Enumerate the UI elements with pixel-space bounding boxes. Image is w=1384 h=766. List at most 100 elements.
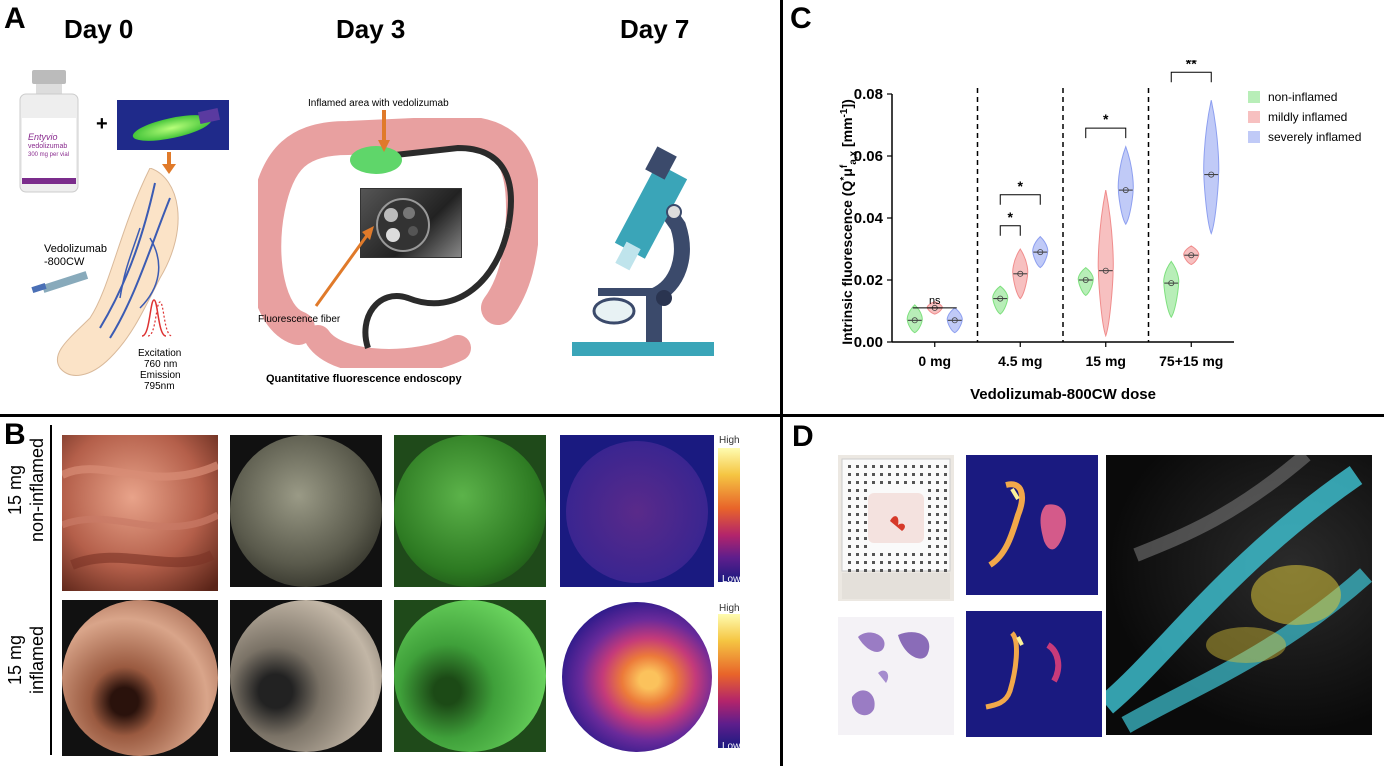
- excitation-line-3: Emission: [140, 370, 181, 381]
- violin-2-3: [1203, 100, 1220, 235]
- y-axis-label: Intrinsic fluorescence (Q*μfa,x [mm-1]): [839, 99, 859, 345]
- tissue-cassette-photo: [838, 455, 954, 601]
- x-tick-label: 0 mg: [918, 353, 951, 369]
- fluorescence-fiber-label: Fluorescence fiber: [258, 314, 341, 325]
- inflamed-area-label: Inflamed area with vedolizumab: [308, 98, 449, 109]
- legend-label: severely inflamed: [1268, 130, 1361, 144]
- vial-brand-text: Entyvio: [28, 132, 58, 142]
- y-tick-label: 0.08: [854, 86, 883, 103]
- significance-label: ns: [929, 295, 941, 307]
- violin-0-2: [1077, 266, 1094, 297]
- colorbar-1: [718, 448, 740, 582]
- vial-drug-text: vedolizumab: [28, 143, 68, 150]
- violin-2-2: [1117, 145, 1134, 226]
- white-light-noninflamed-photo: [62, 435, 218, 591]
- panel-b-side-divider: [50, 425, 52, 755]
- excitation-line-4: 795nm: [144, 381, 175, 392]
- legend-swatch: [1248, 131, 1260, 143]
- significance-label: *: [1008, 209, 1014, 225]
- legend-swatch: [1248, 111, 1260, 123]
- down-arrow-icon: [162, 152, 176, 174]
- legend-swatch: [1248, 91, 1260, 103]
- colorbar-2-high: High: [719, 603, 740, 614]
- colorbar-1-high: High: [719, 435, 740, 446]
- violin-0-1: [992, 285, 1009, 315]
- legend-label: non-inflamed: [1268, 90, 1337, 104]
- significance-bar: [1170, 71, 1212, 83]
- microscope-illustration: [572, 146, 714, 356]
- data-point: [1082, 276, 1089, 283]
- multiplex-immunofluorescence-image: [1106, 455, 1372, 735]
- vedolizumab-label-2: -800CW: [44, 256, 85, 268]
- significance-bar: [999, 225, 1021, 236]
- drug-vial-image: Entyvio vedolizumab 300 mg per vial: [14, 70, 84, 195]
- y-tick-label: 0.06: [854, 148, 883, 165]
- quant-endoscopy-title: Quantitative fluorescence endoscopy: [266, 373, 462, 385]
- excitation-line-2: 760 nm: [144, 359, 178, 370]
- day-0-label: Day 0: [64, 14, 134, 44]
- day-3-label: Day 3: [336, 14, 406, 44]
- panel-a-letter: A: [4, 2, 26, 35]
- vial-dose-text: 300 mg per vial: [28, 152, 70, 158]
- day-7-label: Day 7: [620, 14, 690, 44]
- fluorescence-scan-2: [966, 611, 1102, 737]
- data-point: [1017, 270, 1024, 277]
- grayscale-noninflamed-photo: [230, 435, 382, 587]
- violin-1-2: [1097, 190, 1114, 338]
- y-tick-label: 0.02: [854, 272, 883, 289]
- x-tick-label: 15 mg: [1086, 353, 1126, 369]
- x-tick-label: 4.5 mg: [998, 353, 1042, 369]
- orange-arrow-down-icon: [378, 110, 390, 152]
- data-point: [1102, 267, 1109, 274]
- excitation-line-1: Excitation: [138, 348, 182, 359]
- data-point: [1037, 249, 1044, 256]
- spectrum-peaks-icon: [141, 299, 173, 337]
- x-axis-label: Vedolizumab-800CW dose: [970, 386, 1156, 403]
- colorbar-2-low: Low: [722, 741, 741, 752]
- vedolizumab-label-1: Vedolizumab: [44, 243, 107, 255]
- row-1-label-line-1: 15 mg: [5, 464, 25, 516]
- white-light-inflamed-photo: [62, 600, 218, 756]
- x-tick-label: 75+15 mg: [1159, 353, 1223, 369]
- colorbar-2: [718, 614, 740, 748]
- data-point: [951, 317, 958, 324]
- vertical-divider: [780, 0, 783, 766]
- endoscope-tip-photo: [360, 188, 462, 258]
- significance-label: *: [1103, 111, 1109, 127]
- arm-illustration: [31, 168, 179, 376]
- panel-b-letter: B: [4, 418, 26, 451]
- data-point: [1168, 280, 1175, 287]
- heatmap-inflamed: [560, 600, 714, 752]
- data-point: [911, 317, 918, 324]
- data-point: [1208, 171, 1215, 178]
- row-1-label: 15 mg non-inflamed: [4, 420, 48, 560]
- panel-c-letter: C: [790, 2, 812, 35]
- row-1-label-line-2: non-inflamed: [27, 437, 47, 543]
- colon-illustration: [258, 118, 538, 368]
- panel-d-letter: D: [792, 420, 814, 453]
- grayscale-inflamed-photo: [230, 600, 382, 752]
- violin-0-0: [906, 304, 923, 334]
- violin-0-3: [1163, 260, 1180, 319]
- row-2-label-line-1: 15 mg: [5, 634, 25, 686]
- significance-bar: [1085, 127, 1127, 139]
- significance-label: *: [1018, 178, 1024, 194]
- row-2-label-line-2: inflamed: [27, 625, 47, 695]
- y-tick-label: 0.04: [854, 210, 884, 227]
- data-point: [1188, 252, 1195, 259]
- green-fluorescence-noninflamed-photo: [394, 435, 546, 587]
- y-tick-label: 0.00: [854, 334, 883, 351]
- heatmap-noninflamed: [560, 435, 714, 587]
- green-fluorescence-inflamed-photo: [394, 600, 546, 752]
- plus-sign: +: [96, 113, 108, 135]
- legend-label: mildly inflamed: [1268, 110, 1347, 124]
- significance-label: **: [1186, 60, 1197, 71]
- data-point: [997, 295, 1004, 302]
- row-2-label: 15 mg inflamed: [4, 590, 48, 730]
- fluorescent-tube-image: [117, 100, 229, 150]
- horizontal-divider: [0, 414, 1384, 417]
- colorbar-1-low: Low: [722, 574, 741, 585]
- data-point: [1122, 187, 1129, 194]
- he-stained-slide-photo: [838, 617, 954, 735]
